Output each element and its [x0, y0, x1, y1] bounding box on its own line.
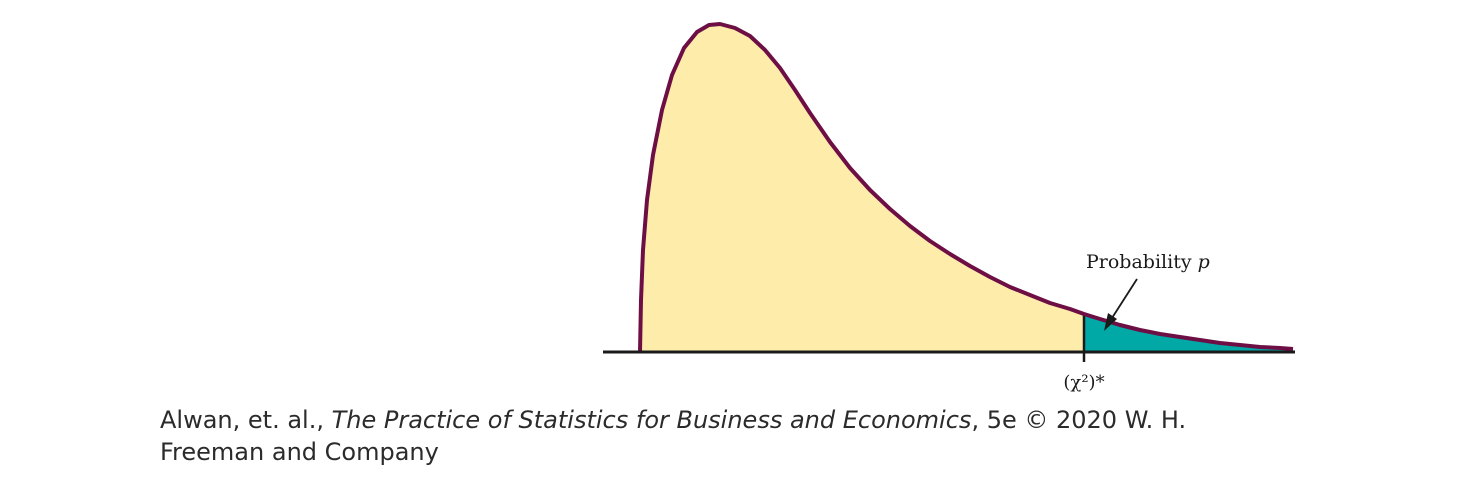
caption-authors: Alwan, et. al.,: [160, 406, 332, 434]
probability-label: Probability p: [1086, 251, 1210, 273]
annotation-arrow: [1111, 278, 1138, 319]
chi-square-density-figure: Probability p (χ²)*: [603, 22, 1295, 393]
density-curve: [638, 22, 1294, 353]
probability-label-text: Probability: [1086, 251, 1198, 273]
upper-tail-area: [1084, 314, 1293, 352]
caption-edition-publisher: , 5e © 2020 W. H. Freeman and Company: [160, 406, 1187, 466]
figure-caption: Alwan, et. al., The Practice of Statisti…: [160, 404, 1280, 468]
curve-body-area: [640, 24, 1084, 352]
critical-value-label: (χ²)*: [1063, 372, 1104, 393]
arrow-head-icon: [1104, 313, 1117, 331]
caption-book-title: The Practice of Statistics for Business …: [331, 406, 972, 434]
probability-variable: p: [1198, 251, 1210, 273]
